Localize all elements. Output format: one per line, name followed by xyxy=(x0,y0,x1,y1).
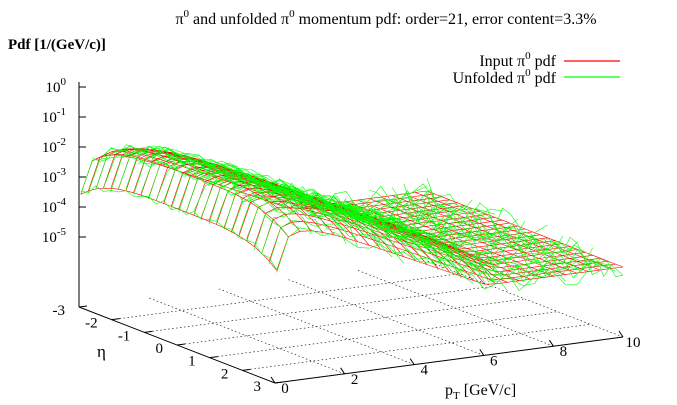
eta-tick-mark xyxy=(111,318,120,321)
pt-tick-mark xyxy=(618,330,624,338)
eta-tick-mark xyxy=(274,381,284,384)
unfolded-surface-line-pt xyxy=(196,164,393,258)
grid-line-pt xyxy=(287,279,484,356)
pt-tick-label: 2 xyxy=(351,372,359,388)
z-tick-label: 10-3 xyxy=(42,166,67,186)
surface-unfolded-pdf xyxy=(80,144,624,292)
eta-tick-label: 0 xyxy=(155,341,163,357)
unfolded-surface-line-eta xyxy=(246,199,594,276)
unfolded-surface-line-eta xyxy=(118,146,465,223)
chart-title: π0 and unfolded π0 momentum pdf: order=2… xyxy=(175,8,596,28)
unfolded-surface-line-pt xyxy=(357,200,554,279)
eta-tick-mark xyxy=(242,368,251,371)
pt-tick-mark xyxy=(340,367,346,375)
unfolded-surface-line-eta xyxy=(253,202,601,278)
eta-axis-label: η xyxy=(97,342,106,361)
legend-entry-unfolded: Unfolded π0 pdf xyxy=(453,67,557,87)
z-tick-label: 10-5 xyxy=(42,226,67,246)
grid-line-pt xyxy=(148,297,345,375)
pt-tick-mark xyxy=(479,349,485,356)
z-axis-label: Pdf [1/(GeV/c)] xyxy=(8,37,106,53)
pt-tick-label: 6 xyxy=(490,353,498,369)
unfolded-surface-line-pt xyxy=(207,167,404,264)
title-sup-2: 0 xyxy=(289,8,295,20)
input-surface-line-pt xyxy=(103,148,301,232)
unfolded-surface-line-pt xyxy=(276,191,474,284)
eta-axis-ticks: -3 -2 -1 0 1 2 3 xyxy=(52,303,284,395)
grid-line-pt xyxy=(426,260,624,338)
pt-axis-line xyxy=(274,336,624,384)
grid-line-eta xyxy=(209,311,558,358)
unfolded-surface-line-pt xyxy=(161,155,358,247)
unfolded-surface-line-eta xyxy=(125,148,473,228)
pt-tick-label: 4 xyxy=(420,363,428,379)
unfolded-surface-line-pt xyxy=(173,159,370,240)
legend: Input π0 pdf Unfolded π0 pdf xyxy=(453,50,620,87)
pt-tick-mark xyxy=(548,339,554,347)
grid-line-eta xyxy=(242,324,591,371)
unfolded-surface-line-eta xyxy=(140,152,488,230)
unfolded-surface-line-pt xyxy=(392,187,589,271)
input-surface-line-pt xyxy=(115,148,312,231)
pt-tick-label: 0 xyxy=(281,381,289,397)
unfolded-surface-line-pt xyxy=(218,174,416,259)
z-axis-ticks: 100 10-1 10-2 10-3 10-4 10-5 xyxy=(42,76,86,246)
unfolded-surface-line-pt xyxy=(265,195,462,279)
pt-axis-label: pT [GeV/c] xyxy=(445,382,516,402)
unfolded-surface-line-eta xyxy=(80,156,428,215)
unfolded-surface-line-pt xyxy=(322,200,520,276)
unfolded-surface-line-pt xyxy=(92,150,289,237)
unfolded-surface-line-pt xyxy=(80,185,277,270)
unfolded-surface-line-eta xyxy=(231,194,579,266)
title-sup-1: 0 xyxy=(184,8,190,20)
unfolded-surface-line-pt xyxy=(426,178,624,278)
grid-line-eta xyxy=(111,273,460,320)
unfolded-surface-line-pt xyxy=(149,153,347,244)
unfolded-surface-line-pt xyxy=(380,197,577,275)
eta-tick-label: 2 xyxy=(221,366,229,382)
unfolded-surface-line-pt xyxy=(415,189,612,278)
eta-tick-label: 1 xyxy=(188,354,196,370)
grid-line-eta xyxy=(176,298,526,346)
z-tick-label: 10-1 xyxy=(42,106,66,126)
unfolded-surface-line-pt xyxy=(311,204,508,292)
pt-tick-mark xyxy=(409,358,415,365)
z-tick-label: 10-4 xyxy=(42,196,67,216)
eta-tick-mark xyxy=(144,330,153,333)
eta-tick-label: -3 xyxy=(52,303,65,319)
z-tick-label: 10-2 xyxy=(42,136,66,156)
title-pi-1: π xyxy=(175,11,183,28)
input-surface-line-pt xyxy=(415,192,612,269)
unfolded-surface-line-pt xyxy=(334,202,531,283)
eta-tick-label: -1 xyxy=(118,328,131,344)
unfolded-surface-line-eta xyxy=(238,194,586,270)
legend-entry-input: Input π0 pdf xyxy=(479,50,556,70)
pt-tick-label: 8 xyxy=(560,344,568,360)
z-tick-label: 100 xyxy=(46,76,67,96)
eta-tick-mark xyxy=(176,343,186,346)
pt-axis-ticks: 0 2 4 6 8 10 xyxy=(270,330,641,397)
eta-tick-mark xyxy=(209,356,218,359)
title-mid: and unfolded π xyxy=(189,11,289,28)
unfolded-surface-line-pt xyxy=(103,148,300,229)
unfolded-surface-line-pt xyxy=(184,163,381,251)
input-surface-line-pt xyxy=(426,190,624,268)
unfolded-surface-line-eta xyxy=(276,227,624,292)
unfolded-surface-line-pt xyxy=(230,177,427,259)
pt-tick-mark xyxy=(270,376,276,384)
unfolded-surface-line-pt xyxy=(288,192,485,283)
pt-tick-label: 10 xyxy=(626,335,641,351)
unfolded-surface-line-pt xyxy=(345,201,543,276)
unfolded-surface-line-eta xyxy=(95,145,443,217)
unfolded-surface-line-eta xyxy=(216,184,563,266)
unfolded-surface-line-eta xyxy=(261,208,609,281)
grid-line-eta xyxy=(144,286,493,333)
eta-tick-label: -2 xyxy=(85,316,98,332)
unfolded-surface-line-pt xyxy=(403,183,601,276)
eta-tick-mark xyxy=(78,305,88,308)
eta-tick-label: 3 xyxy=(254,379,262,395)
title-post: momentum pdf: order=21, error content=3.… xyxy=(295,11,597,28)
